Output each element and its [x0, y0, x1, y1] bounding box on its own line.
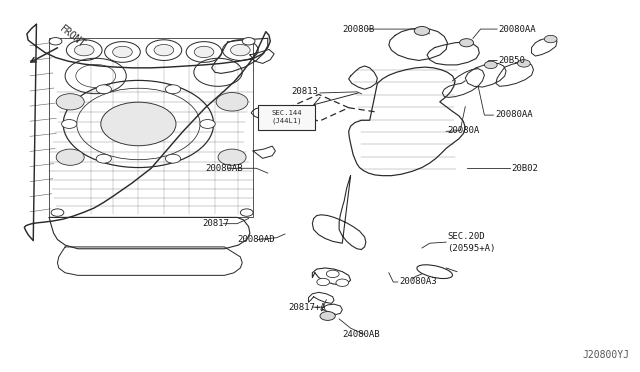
- Circle shape: [326, 270, 339, 278]
- Text: SEC.20D: SEC.20D: [447, 232, 485, 241]
- Circle shape: [61, 119, 77, 128]
- Text: (20595+A): (20595+A): [447, 244, 496, 253]
- Text: 20080AA: 20080AA: [499, 25, 536, 33]
- Circle shape: [518, 60, 531, 67]
- Text: 20080A3: 20080A3: [399, 278, 437, 286]
- Circle shape: [56, 94, 84, 110]
- Circle shape: [320, 311, 335, 320]
- Circle shape: [51, 209, 64, 216]
- Text: 20B02: 20B02: [511, 164, 538, 173]
- Circle shape: [414, 26, 429, 35]
- Text: 20817+A: 20817+A: [288, 302, 326, 312]
- Circle shape: [336, 279, 349, 286]
- Text: J20800YJ: J20800YJ: [582, 350, 629, 360]
- Text: 20080A: 20080A: [447, 126, 480, 135]
- Text: 20817: 20817: [202, 219, 229, 228]
- Text: 20B50: 20B50: [499, 56, 525, 65]
- Circle shape: [154, 44, 173, 56]
- Circle shape: [100, 102, 176, 146]
- Text: 24080AB: 24080AB: [342, 330, 380, 339]
- Circle shape: [96, 85, 111, 94]
- Circle shape: [230, 44, 250, 56]
- Circle shape: [484, 61, 497, 68]
- Text: 20080AD: 20080AD: [237, 235, 275, 244]
- Text: 20813: 20813: [291, 87, 318, 96]
- FancyBboxPatch shape: [258, 105, 315, 129]
- Text: 20080B: 20080B: [342, 25, 374, 33]
- Circle shape: [460, 39, 474, 47]
- Circle shape: [194, 46, 214, 58]
- Circle shape: [544, 35, 557, 43]
- Circle shape: [113, 46, 132, 58]
- Circle shape: [74, 44, 94, 56]
- Circle shape: [165, 154, 180, 163]
- Circle shape: [216, 93, 248, 111]
- Circle shape: [317, 278, 330, 286]
- Circle shape: [96, 154, 111, 163]
- Circle shape: [56, 149, 84, 165]
- Circle shape: [49, 38, 62, 45]
- Text: SEC.144
(J44L1): SEC.144 (J44L1): [271, 110, 302, 125]
- Text: 20080AA: 20080AA: [495, 110, 533, 119]
- Circle shape: [243, 38, 255, 45]
- Circle shape: [165, 85, 180, 94]
- Text: FRONT: FRONT: [58, 23, 87, 49]
- Circle shape: [241, 209, 253, 216]
- Circle shape: [200, 119, 215, 128]
- Circle shape: [218, 149, 246, 165]
- Text: 20080AB: 20080AB: [205, 164, 243, 173]
